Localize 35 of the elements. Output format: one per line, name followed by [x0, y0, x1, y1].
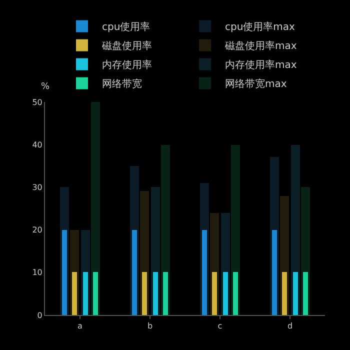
bar: [142, 272, 147, 315]
bar: [163, 272, 168, 315]
bar: [93, 272, 98, 315]
bar: [223, 272, 228, 315]
legend-label: 网络带宽: [102, 78, 142, 90]
legend-label: cpu使用率: [102, 21, 150, 34]
bar: [72, 272, 77, 315]
bar: [132, 230, 137, 315]
legend-label: 磁盘使用率max: [224, 40, 297, 52]
y-tick-label: 20: [32, 226, 42, 235]
bar: [233, 272, 238, 315]
x-tick-label: c: [218, 322, 222, 331]
legend-label: 内存使用率: [102, 59, 152, 72]
legend-label: 磁盘使用率: [101, 40, 152, 52]
bar: [83, 272, 88, 315]
x-tick-label: d: [287, 322, 293, 331]
y-tick-label: 40: [32, 140, 42, 150]
bar: [212, 272, 217, 315]
bar: [62, 230, 67, 315]
x-tick-label: b: [147, 322, 153, 331]
bar: [272, 230, 277, 315]
legend-label: cpu使用率max: [225, 21, 296, 34]
x-tick-label: a: [78, 322, 83, 331]
legend-label: 内存使用率max: [225, 59, 297, 72]
y-tick-label: 10: [32, 268, 42, 278]
legend-label: 网络带宽max: [225, 78, 287, 90]
y-tick-label: 0: [37, 310, 42, 320]
bar: [153, 272, 158, 315]
bar: [303, 272, 308, 315]
y-tick-label: 30: [32, 183, 42, 192]
bar: [282, 272, 287, 315]
y-tick-label: 50: [32, 98, 42, 107]
bar: [202, 230, 207, 315]
y-axis-title: %: [41, 82, 50, 92]
bar: [293, 272, 298, 315]
